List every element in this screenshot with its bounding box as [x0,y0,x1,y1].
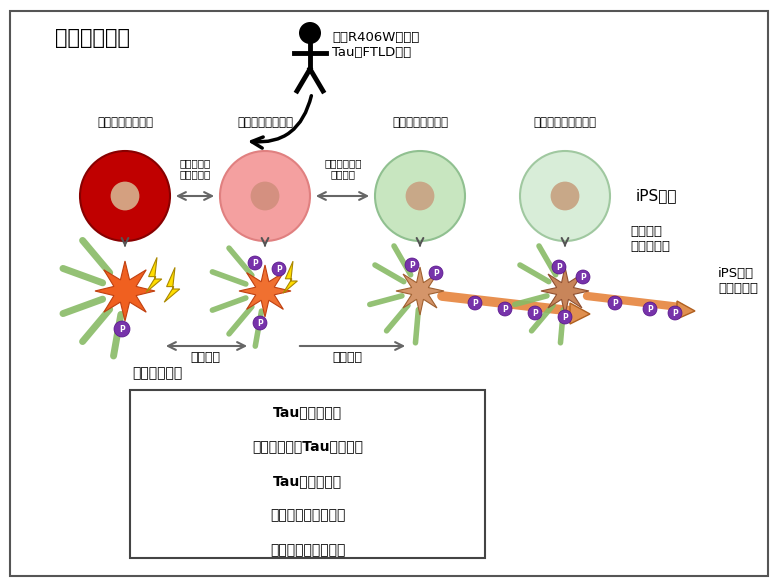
Polygon shape [95,261,155,321]
Polygon shape [164,267,180,302]
Circle shape [272,262,286,276]
Text: P: P [502,305,508,314]
Polygon shape [541,267,589,315]
Text: P: P [562,312,568,322]
Circle shape [608,296,622,310]
Polygon shape [396,267,444,315]
Circle shape [528,306,542,320]
Polygon shape [570,303,590,324]
Text: P: P [433,268,439,278]
Text: 线粒体运输能力受损: 线粒体运输能力受损 [270,543,345,557]
Text: 表型恶化: 表型恶化 [190,351,220,364]
Circle shape [558,310,572,324]
Text: 诱导分化
为神经细胞: 诱导分化 为神经细胞 [630,225,670,253]
Text: 纯合突变型细胞系: 纯合突变型细胞系 [97,116,153,129]
Circle shape [643,302,657,316]
Text: iPS细胞
源神经细胞: iPS细胞 源神经细胞 [718,267,758,295]
Circle shape [498,302,512,316]
Text: 检测到的表型: 检测到的表型 [132,366,182,380]
Text: P: P [612,298,618,308]
Circle shape [111,182,139,210]
Polygon shape [677,301,695,319]
Text: 本研究的概要: 本研究的概要 [55,28,130,48]
Text: P: P [556,263,562,271]
Text: 通过基因编
辑导入突变: 通过基因编 辑导入突变 [179,158,210,179]
Text: iPS细胞: iPS细胞 [636,189,678,203]
Bar [130,390,485,558]
Circle shape [406,182,435,210]
Text: P: P [252,258,258,267]
Circle shape [375,151,465,241]
Text: 来自患者的细胞系: 来自患者的细胞系 [237,116,293,129]
Text: Tau的局部变化: Tau的局部变化 [273,474,342,488]
Circle shape [299,22,321,44]
Circle shape [552,260,566,274]
Circle shape [253,316,267,330]
Text: P: P [276,264,282,274]
Circle shape [80,151,170,241]
Circle shape [114,321,130,337]
Circle shape [576,270,590,284]
Circle shape [468,296,482,310]
Circle shape [429,266,443,280]
Text: P: P [532,308,538,318]
Text: 表型救援: 表型救援 [332,351,362,364]
Text: 通过基因编辑
修正突变: 通过基因编辑 修正突变 [324,158,361,179]
Text: Tau的低磷酸化: Tau的低磷酸化 [273,405,342,419]
Text: P: P [672,308,678,318]
Text: 线粒体运输能力受损: 线粒体运输能力受损 [270,509,345,523]
Circle shape [405,258,419,272]
Text: 来自健康人的细胞系: 来自健康人的细胞系 [534,116,597,129]
Polygon shape [283,261,298,293]
Circle shape [520,151,610,241]
Text: 携带R406W突变型
Tau的FTLD患者: 携带R406W突变型 Tau的FTLD患者 [332,31,419,59]
Circle shape [248,256,262,270]
Circle shape [251,182,280,210]
Polygon shape [146,257,162,292]
Text: P: P [409,261,415,270]
Text: 钙蛋白酶导致Tau片段增加: 钙蛋白酶导致Tau片段增加 [252,440,363,454]
Text: P: P [472,298,478,308]
Polygon shape [239,265,291,317]
Circle shape [551,182,580,210]
Text: P: P [119,325,125,333]
Text: P: P [647,305,653,314]
Circle shape [668,306,682,320]
Text: P: P [580,272,586,281]
Text: 突变修正型细胞系: 突变修正型细胞系 [392,116,448,129]
Text: P: P [257,319,263,328]
Circle shape [220,151,310,241]
FancyArrowPatch shape [252,96,312,148]
